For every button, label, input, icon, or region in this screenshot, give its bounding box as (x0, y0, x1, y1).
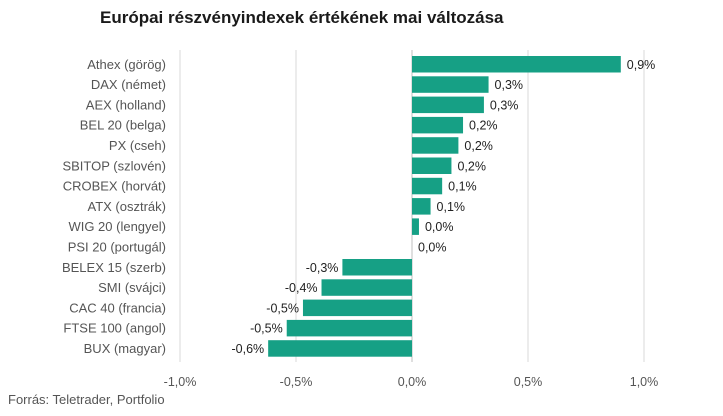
category-label: PX (cseh) (109, 138, 166, 153)
bar (412, 116, 464, 134)
category-label: BEL 20 (belga) (80, 118, 166, 133)
x-tick-label: 1,0% (630, 375, 659, 389)
category-label: ATX (osztrák) (88, 199, 167, 214)
category-label: BUX (magyar) (84, 341, 166, 356)
value-label: 0,3% (490, 98, 519, 112)
bar (302, 299, 412, 317)
bar (412, 198, 431, 215)
bar (412, 157, 452, 174)
x-tick-label: 0,5% (514, 375, 543, 389)
category-label: SBITOP (szlovén) (62, 158, 166, 173)
labels: -1,0% -0,5% 0,0% 0,5% 1,0% Athex (görög) 0,9% D… (62, 57, 658, 389)
bar (412, 177, 443, 195)
value-label: 0,2% (457, 159, 486, 173)
category-label: PSI 20 (portugál) (68, 239, 166, 254)
bar (268, 340, 412, 357)
category-label: BELEX 15 (szerb) (62, 260, 166, 275)
chart-source: Forrás: Teletrader, Portfolio (8, 392, 165, 407)
value-label: 0,1% (448, 180, 477, 194)
category-label: AEX (holland) (86, 97, 166, 112)
bars (268, 56, 621, 357)
x-tick-label: 0,0% (398, 375, 427, 389)
bar (412, 76, 489, 93)
bar (412, 137, 459, 154)
value-label: 0,9% (627, 58, 656, 72)
bar (412, 218, 419, 235)
value-label: 0,1% (437, 200, 466, 214)
bar (412, 56, 621, 73)
bar (286, 319, 412, 337)
value-label: 0,3% (495, 78, 524, 92)
bar (321, 279, 412, 296)
value-label: 0,0% (425, 220, 454, 234)
x-tick-label: -1,0% (164, 375, 197, 389)
value-label: -0,5% (266, 301, 299, 315)
category-label: Athex (görög) (87, 57, 166, 72)
category-label: CAC 40 (francia) (69, 300, 166, 315)
value-label: 0,0% (418, 240, 447, 254)
value-label: -0,5% (250, 322, 283, 336)
value-label: 0,2% (464, 139, 493, 153)
category-label: CROBEX (horvát) (63, 179, 166, 194)
category-label: FTSE 100 (angol) (63, 321, 166, 336)
value-label: -0,3% (306, 261, 339, 275)
value-label: -0,6% (232, 342, 265, 356)
category-label: SMI (svájci) (98, 280, 166, 295)
value-label: 0,2% (469, 119, 498, 133)
bar (412, 96, 484, 114)
x-tick-label: -0,5% (280, 375, 313, 389)
value-label: -0,4% (285, 281, 318, 295)
category-label: DAX (német) (91, 77, 166, 92)
category-label: WIG 20 (lengyel) (68, 219, 166, 234)
bar (342, 259, 412, 276)
chart-title: Európai részvényindexek értékének mai vá… (100, 8, 504, 27)
